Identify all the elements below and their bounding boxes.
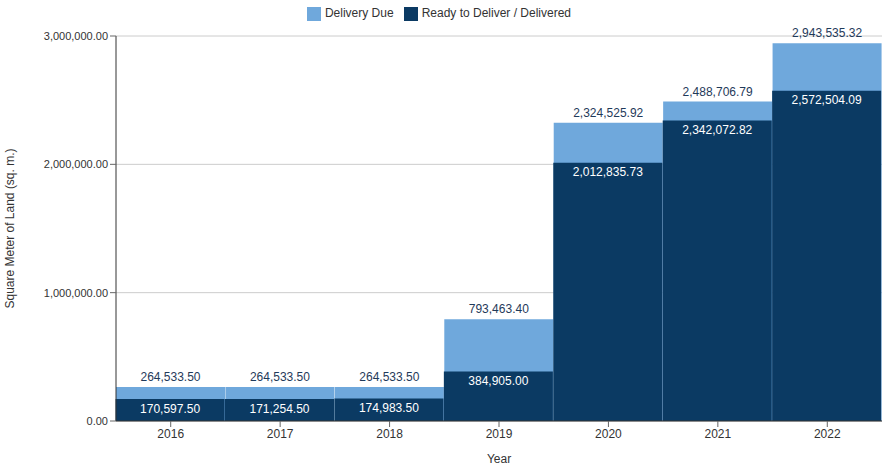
svg-text:2016: 2016 [157,427,184,441]
svg-text:264,533.50: 264,533.50 [140,370,200,384]
svg-text:1,000,000.00: 1,000,000.00 [44,287,108,299]
svg-text:Square Meter of Land (sq. m.): Square Meter of Land (sq. m.) [3,148,17,308]
svg-text:2,000,000.00: 2,000,000.00 [44,158,108,170]
svg-text:2,943,535.32: 2,943,535.32 [792,26,862,40]
svg-text:2,324,525.92: 2,324,525.92 [573,106,643,120]
svg-text:2,488,706.79: 2,488,706.79 [683,85,753,99]
svg-text:2,012,835.73: 2,012,835.73 [573,165,643,179]
svg-text:174,983.50: 174,983.50 [359,401,419,415]
svg-text:3,000,000.00: 3,000,000.00 [44,30,108,42]
html-text:Delivery Due: Delivery Due [324,6,394,20]
svg-text:264,533.50: 264,533.50 [359,370,419,384]
svg-text:2020: 2020 [595,427,622,441]
svg-text:0.00: 0.00 [87,415,108,427]
svg-text:793,463.40: 793,463.40 [469,302,529,316]
svg-text:2017: 2017 [267,427,294,441]
svg-text:264,533.50: 264,533.50 [250,370,310,384]
svg-text:2,342,072.82: 2,342,072.82 [682,123,752,137]
svg-text:Year: Year [487,452,511,466]
html-text:Ready to Deliver / Delivered: Ready to Deliver / Delivered [421,6,571,20]
svg-text:171,254.50: 171,254.50 [249,402,309,416]
svg-text:170,597.50: 170,597.50 [140,402,200,416]
svg-text:2019: 2019 [486,427,513,441]
svg-text:2021: 2021 [705,427,732,441]
svg-text:2,572,504.09: 2,572,504.09 [792,93,862,107]
svg-text:384,905.00: 384,905.00 [468,374,528,388]
svg-text:2022: 2022 [814,427,841,441]
svg-text:2018: 2018 [376,427,403,441]
